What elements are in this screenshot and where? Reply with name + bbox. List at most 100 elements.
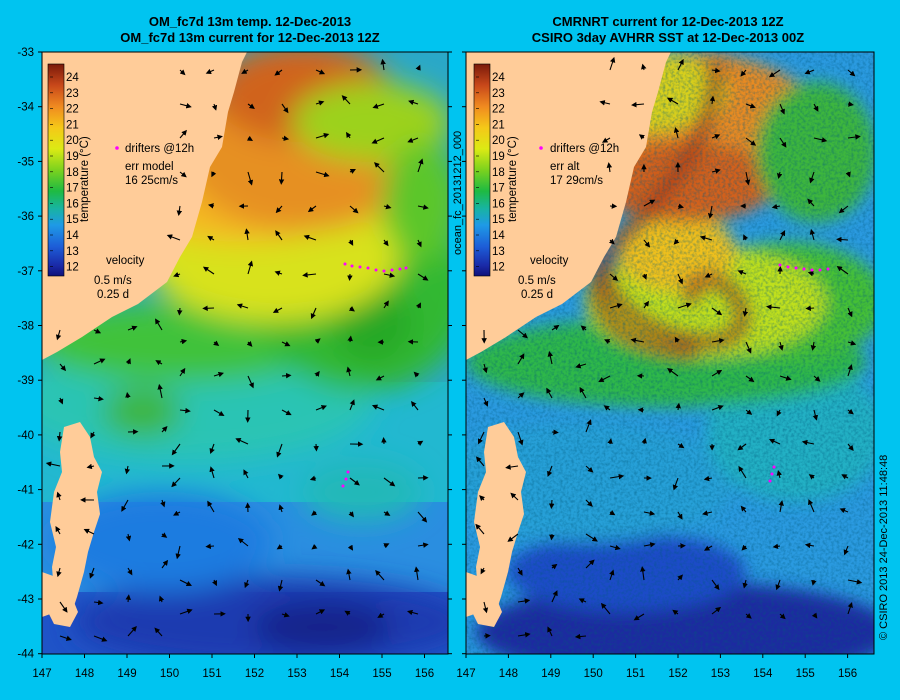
current-arrow	[775, 579, 781, 591]
current-arrow	[483, 397, 489, 407]
current-arrow	[578, 598, 587, 604]
current-arrow	[738, 465, 747, 479]
current-arrow	[604, 339, 611, 345]
current-arrow	[341, 95, 351, 105]
right-longitude-axis: 147 148 149 150 151 152 153 154 155 156	[456, 654, 857, 680]
colorbar-tick-label: 19	[492, 151, 505, 163]
current-arrow	[585, 559, 595, 569]
current-arrow	[677, 273, 683, 285]
current-arrow	[579, 386, 587, 399]
current-arrow	[211, 103, 218, 111]
current-arrow	[702, 510, 713, 516]
current-arrow	[90, 431, 96, 439]
left-err-label: err model	[125, 161, 174, 173]
current-arrow	[779, 613, 786, 620]
current-arrow	[609, 56, 616, 71]
colorbar-tick-label: 15	[66, 214, 79, 226]
current-arrow	[547, 626, 553, 637]
left-title-line1: OM_fc7d 13m temp. 12-Dec-2013	[148, 14, 352, 29]
left-colorbar-ticks: 24 23 22 21 20 19 18 17 16 15 14 13 12	[50, 72, 79, 274]
current-arrow	[643, 510, 656, 516]
current-arrow	[744, 171, 751, 186]
current-arrow	[809, 171, 815, 184]
current-arrow	[277, 579, 284, 592]
current-arrow	[55, 525, 61, 535]
right-drifters-label: drifters @12h	[550, 143, 619, 155]
current-arrow	[211, 171, 217, 178]
colorbar-tick-label: 14	[492, 230, 505, 242]
current-arrow	[281, 341, 291, 347]
current-arrow	[307, 205, 317, 213]
current-arrow	[303, 234, 317, 241]
current-arrow	[841, 474, 849, 480]
right-title-line1: CMRNRT current for 12-Dec-2013 12Z	[552, 14, 784, 29]
current-arrow	[93, 635, 108, 642]
current-arrow	[236, 303, 249, 309]
current-arrow	[776, 171, 783, 180]
current-arrow	[414, 566, 420, 581]
lon-tick-label: 155	[372, 668, 391, 680]
current-arrow	[59, 635, 72, 641]
current-arrow	[275, 205, 283, 214]
right-legend: 24 23 22 21 20 19 18 17 16 15 14 13 12 temperature (…	[473, 63, 619, 301]
current-arrow	[813, 137, 828, 143]
current-arrow	[585, 533, 598, 542]
current-arrow	[847, 579, 863, 585]
current-arrow	[808, 474, 815, 480]
left-velocity-scale: 0.5 m/s	[94, 275, 132, 287]
current-arrow	[641, 273, 647, 280]
current-arrow	[347, 335, 353, 343]
current-arrow	[125, 358, 131, 365]
left-drifters-label: drifters @12h	[125, 143, 194, 155]
current-arrow	[173, 510, 181, 516]
current-arrow	[125, 594, 131, 603]
lat-tick-label: -42	[17, 539, 34, 551]
current-arrow	[677, 302, 692, 309]
current-arrow	[745, 137, 757, 146]
current-arrow	[643, 300, 650, 309]
current-arrow	[124, 465, 131, 475]
right-colorbar	[473, 63, 491, 277]
current-arrow	[847, 364, 853, 377]
current-arrow	[383, 239, 389, 247]
current-arrow	[55, 329, 62, 341]
current-arrow	[179, 367, 186, 377]
colorbar-tick-label: 18	[66, 167, 79, 179]
current-arrow	[709, 95, 716, 105]
current-arrow	[247, 103, 255, 109]
current-arrow	[711, 134, 721, 140]
current-arrow	[711, 404, 724, 411]
current-arrow	[127, 567, 133, 576]
current-arrow	[346, 568, 352, 581]
current-arrow	[672, 477, 679, 491]
current-arrow	[349, 168, 356, 174]
current-arrow	[847, 340, 857, 346]
current-arrow	[703, 475, 713, 482]
current-arrow	[600, 602, 611, 615]
current-arrow	[246, 135, 254, 142]
colorbar-tick-label: 21	[66, 119, 79, 131]
colorbar-tick-label: 21	[492, 119, 505, 131]
current-arrow	[585, 419, 592, 433]
lon-tick-label: 153	[711, 668, 730, 680]
right-drifter-marker	[539, 146, 543, 150]
right-colorbar-ticks: 24 23 22 21 20 19 18 17 16 15 14 13 12	[476, 72, 505, 274]
current-arrow	[160, 499, 166, 508]
lon-tick-label: 153	[287, 668, 306, 680]
current-arrow	[643, 542, 656, 548]
colorbar-tick-label: 17	[492, 183, 505, 195]
lon-tick-label: 155	[796, 668, 815, 680]
current-arrow	[59, 601, 68, 613]
right-title-line2: CSIRO 3day AVHRR SST at 12-Dec-2013 00Z	[531, 30, 805, 45]
current-arrow	[808, 499, 815, 513]
lat-tick-label: -36	[17, 211, 34, 223]
current-arrow	[276, 443, 283, 458]
current-arrow	[176, 205, 183, 217]
colorbar-tick-label: 13	[66, 246, 79, 258]
current-arrow	[417, 273, 429, 281]
current-arrow	[843, 545, 849, 556]
current-arrow	[93, 358, 106, 365]
current-arrow	[314, 370, 320, 377]
current-arrow	[179, 69, 186, 76]
current-arrow	[809, 228, 816, 241]
